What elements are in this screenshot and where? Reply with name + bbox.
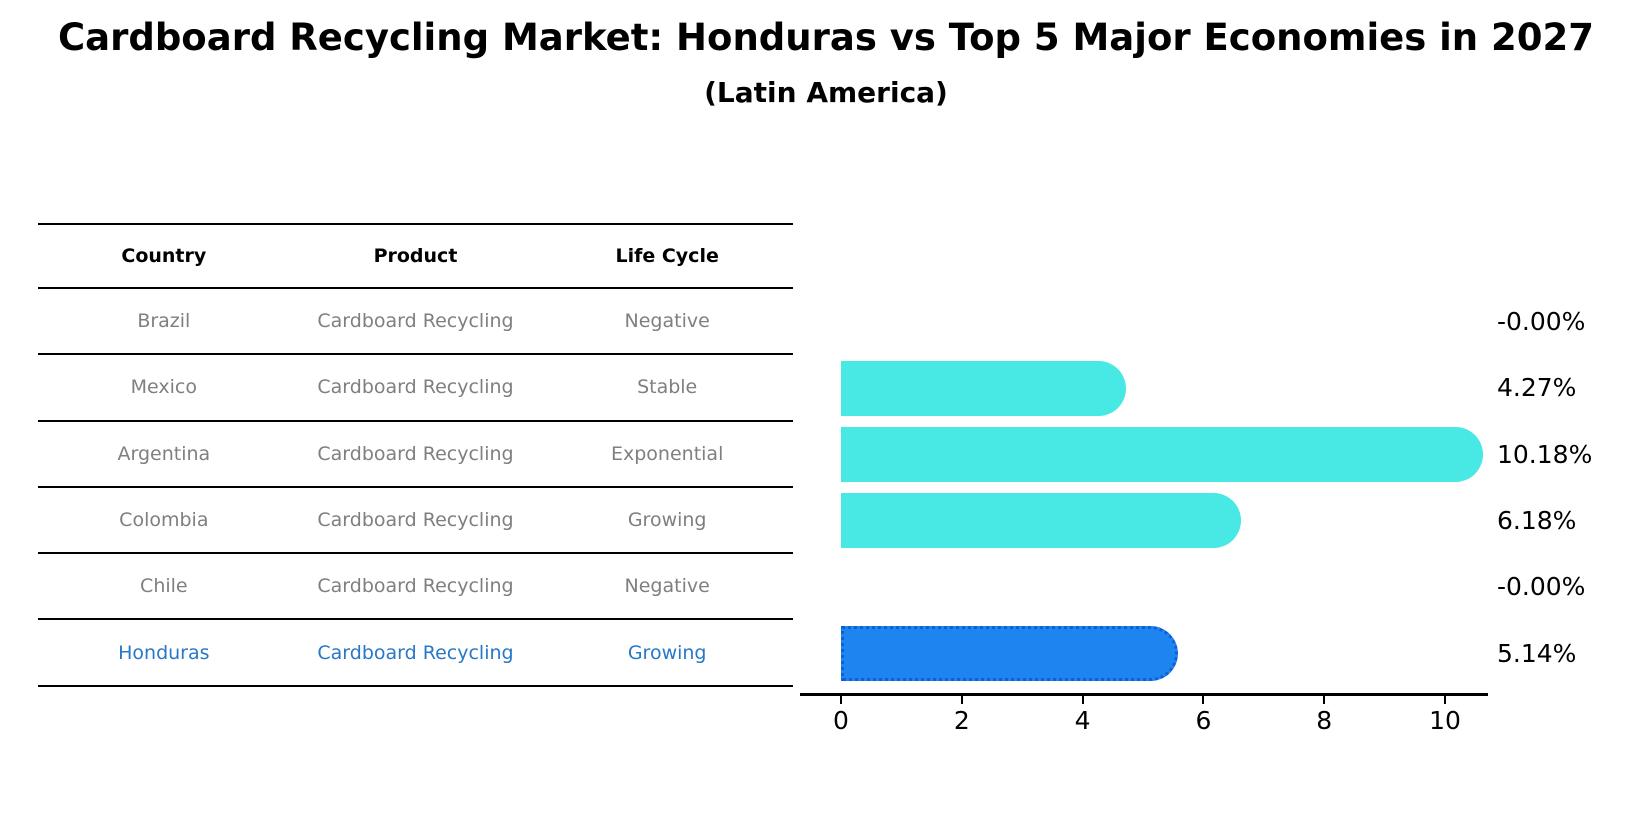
x-axis-line	[800, 693, 1488, 696]
table-row-brazil: Brazil Cardboard Recycling Negative	[38, 289, 793, 356]
cell-country: Argentina	[117, 442, 211, 465]
x-tick-label: 0	[833, 706, 849, 735]
x-tick-mark	[840, 696, 842, 704]
table-row-chile: Chile Cardboard Recycling Negative	[38, 554, 793, 621]
table-header-row: Country Product Life Cycle	[38, 223, 793, 289]
x-tick-label: 2	[953, 706, 970, 735]
country-table: Country Product Life Cycle Brazil Cardboa…	[38, 223, 793, 687]
cell-life_cycle: Stable	[637, 376, 698, 399]
table-row-honduras: Honduras Cardboard Recycling Growing	[38, 620, 793, 687]
cell-country: Mexico	[130, 376, 197, 399]
value-label-brazil: -0.00%	[1497, 307, 1586, 336]
cell-country: Chile	[140, 575, 188, 598]
cell-product: Cardboard Recycling	[317, 509, 514, 532]
table-body: Brazil Cardboard Recycling Negative Mexico C…	[38, 289, 793, 687]
value-label-mexico: 4.27%	[1497, 373, 1577, 403]
table-row-argentina: Argentina Cardboard Recycling Exponential	[38, 422, 793, 488]
x-tick-mark	[960, 696, 963, 704]
chart-title: Cardboard Recycling Market: Honduras vs …	[57, 16, 1595, 59]
x-tick-label: 6	[1195, 706, 1212, 735]
x-tick-mark	[1202, 696, 1205, 704]
x-tick-label: 4	[1074, 706, 1091, 735]
value-label-argentina: 10.18%	[1497, 439, 1593, 469]
value-label-chile: -0.00%	[1497, 572, 1586, 602]
cell-life_cycle: Exponential	[610, 442, 724, 465]
column-header-product: Product	[373, 245, 458, 267]
column-header-country: Country	[121, 245, 207, 267]
x-tick-mark	[1444, 696, 1446, 704]
chart-subtitle: (Latin America)	[704, 76, 948, 109]
value-label-colombia: 6.18%	[1497, 505, 1577, 535]
bar-mexico	[841, 360, 1126, 416]
cell-product: Cardboard Recycling	[317, 442, 514, 465]
column-header-lifecycle: Life Cycle	[615, 245, 719, 267]
bar-argentina	[841, 427, 1483, 483]
cell-product: Cardboard Recycling	[317, 575, 514, 598]
cell-life_cycle: Growing	[627, 641, 707, 664]
bar-honduras	[841, 626, 1179, 681]
cell-life_cycle: Negative	[624, 575, 710, 598]
value-label-honduras: 5.14%	[1497, 638, 1577, 668]
cell-product: Cardboard Recycling	[317, 376, 514, 399]
x-tick-mark	[1081, 696, 1084, 704]
cell-country: Honduras	[118, 641, 210, 664]
x-tick-mark	[1323, 696, 1326, 704]
x-tick-label: 8	[1316, 706, 1333, 735]
cell-life_cycle: Growing	[627, 509, 707, 532]
x-tick-label: 10	[1429, 706, 1461, 735]
cell-country: Brazil	[137, 310, 191, 333]
cell-country: Colombia	[119, 509, 209, 532]
bar-colombia	[841, 493, 1242, 549]
table-row-colombia: Colombia Cardboard Recycling Growing	[38, 488, 793, 555]
cell-product: Cardboard Recycling	[317, 641, 514, 664]
cell-life_cycle: Negative	[624, 310, 710, 333]
table-row-mexico: Mexico Cardboard Recycling Stable	[38, 355, 793, 422]
cell-product: Cardboard Recycling	[317, 310, 514, 333]
